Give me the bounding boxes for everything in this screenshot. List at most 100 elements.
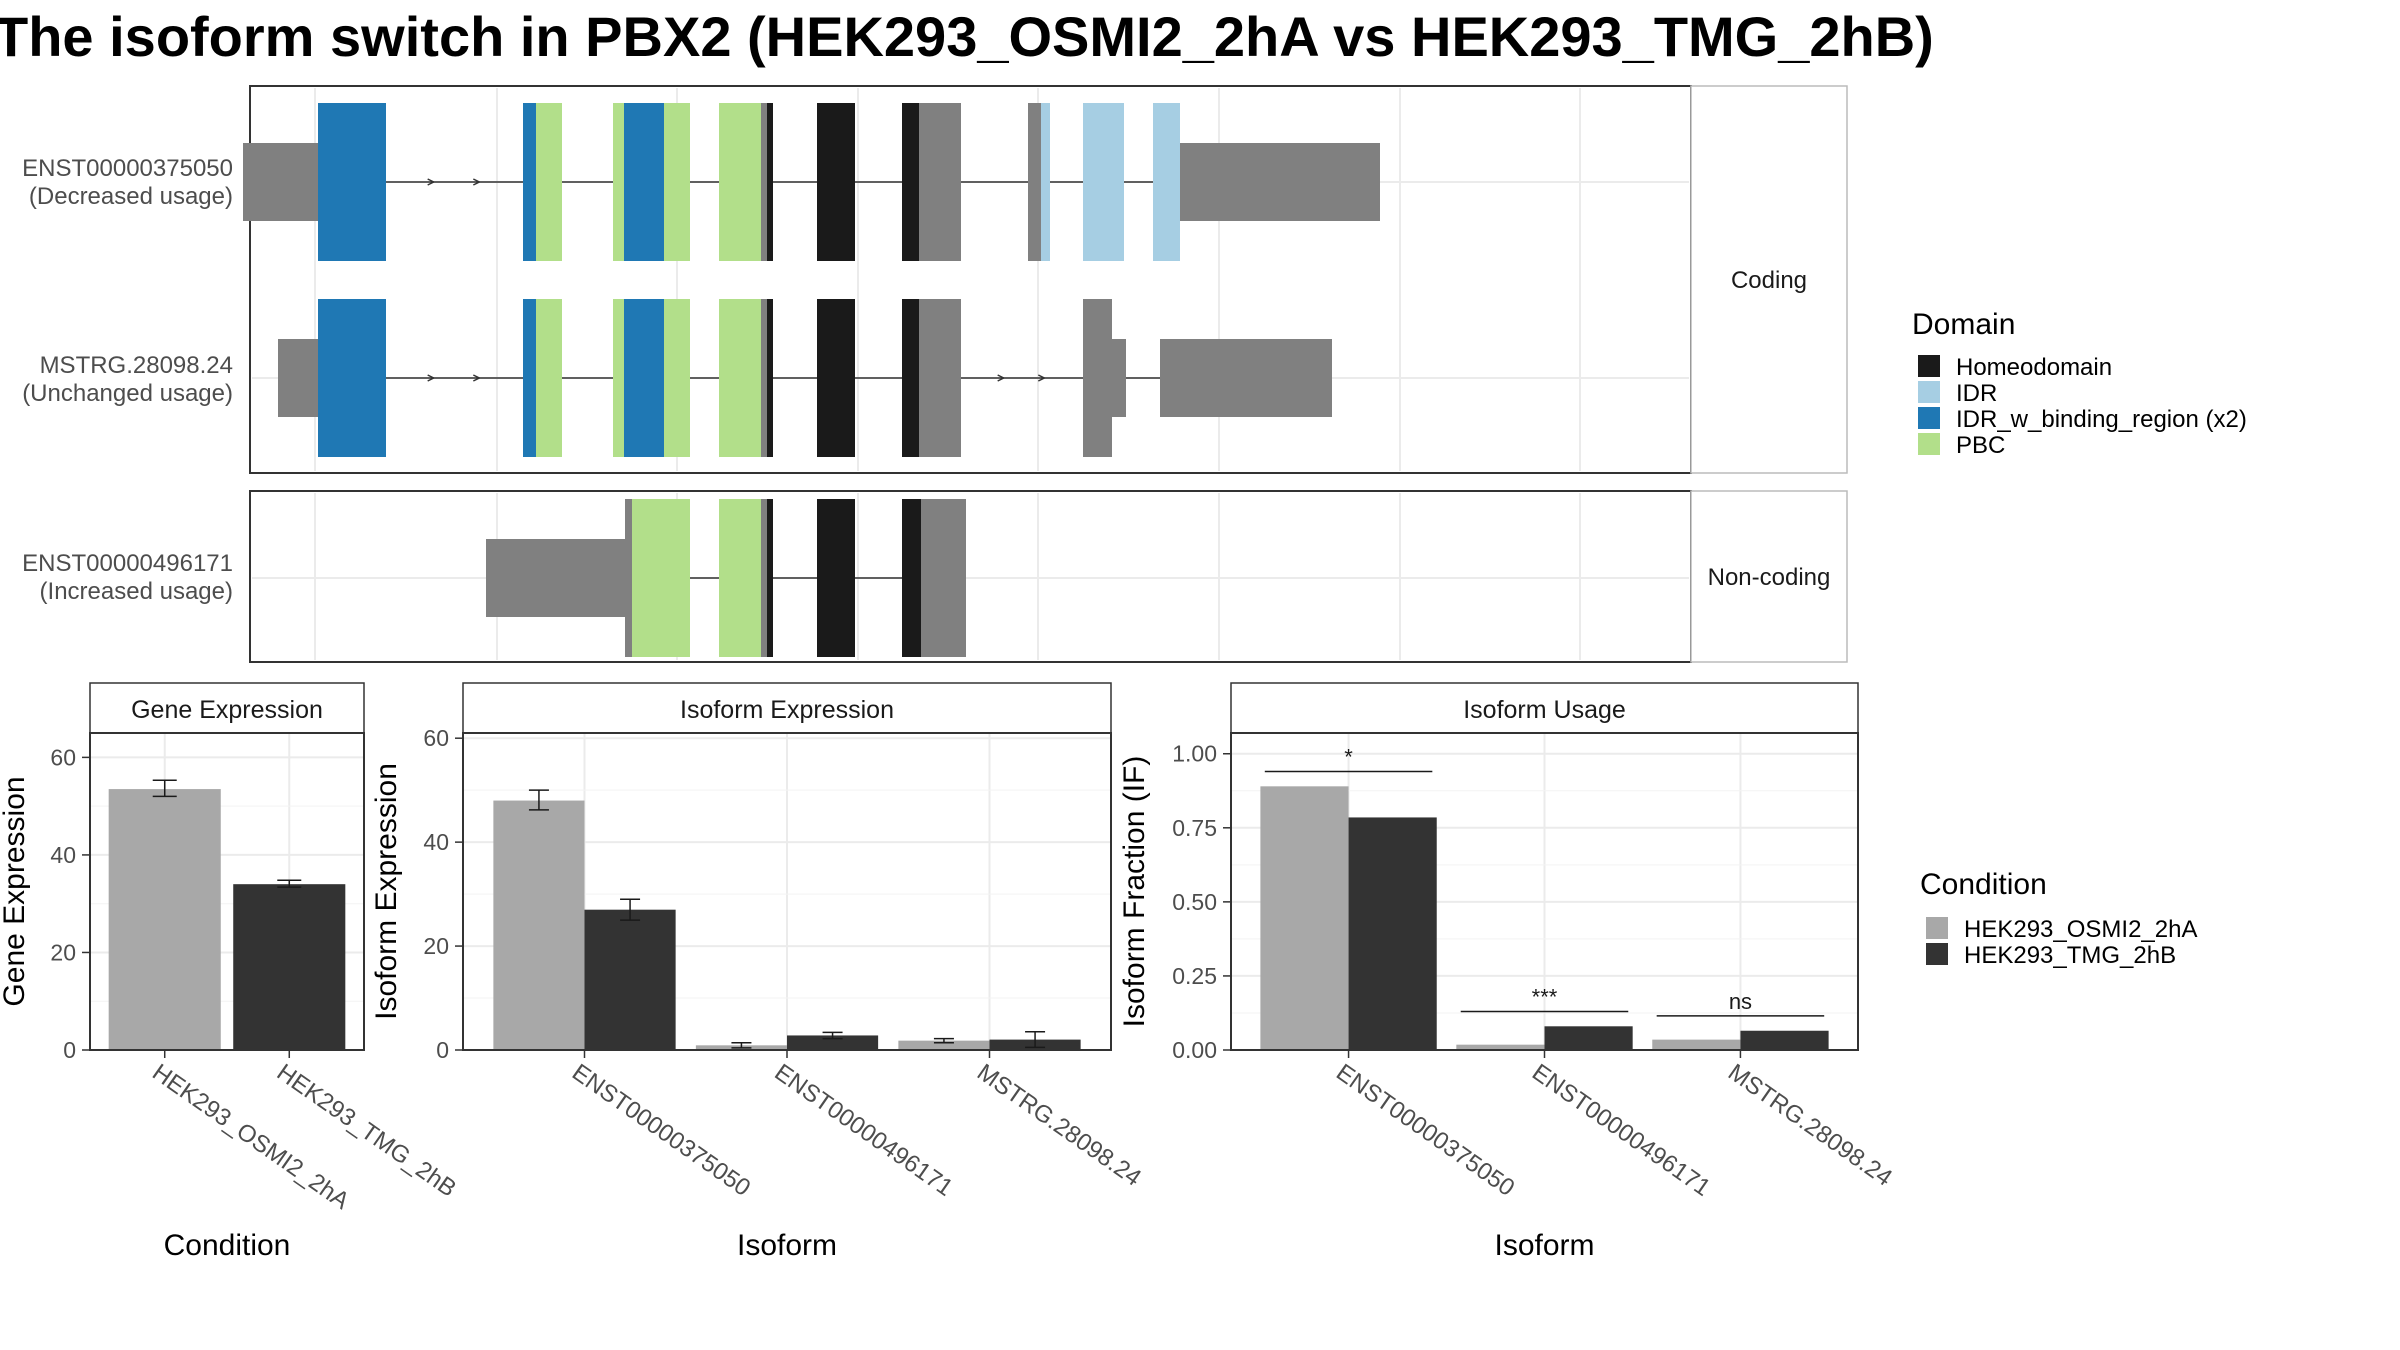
domain-block (613, 103, 624, 261)
intron-arrow (427, 178, 436, 186)
domain-block (719, 103, 761, 261)
bar-chart-panel: Isoform Expression 0 20 40 60 ENST00000375050… (370, 682, 1146, 1262)
domain-block (817, 499, 855, 657)
significance-label: ns (1729, 989, 1752, 1014)
transcript-row (278, 299, 1332, 457)
bar (787, 1035, 879, 1050)
intron-arrow (472, 374, 482, 382)
domain-legend-swatch (1918, 381, 1940, 403)
bar (1348, 817, 1437, 1050)
domain-block (902, 299, 919, 457)
domain-block (664, 299, 690, 457)
y-tick-label: 0.00 (1172, 1037, 1217, 1063)
domain-block (902, 103, 919, 261)
x-tick-label: ENST00000496171 (770, 1059, 958, 1202)
panel-strip (1230, 682, 1859, 734)
domain-block (1041, 103, 1050, 261)
intron-arrow (472, 178, 482, 186)
transcript-label-mstrg: MSTRG.28098.24 (40, 352, 233, 379)
x-tick-label: ENST00000375050 (1331, 1059, 1519, 1202)
transcript-usage-mstrg: (Unchanged usage) (22, 380, 233, 407)
bar (1740, 1030, 1829, 1050)
domain-block (767, 103, 773, 261)
domain-legend: Domain HomeodomainIDRIDR_w_binding_regio… (1912, 308, 2247, 459)
x-axis-title: Condition (164, 1229, 291, 1262)
coding-strip-label: Coding (1731, 267, 1807, 294)
intron-arrow (1037, 374, 1047, 382)
transcript-structure-plot: Coding Non-coding ENST00000375050 (Decre… (22, 85, 1848, 663)
panel-border (89, 732, 365, 1051)
condition-legend-label: HEK293_OSMI2_2hA (1964, 916, 2197, 943)
coding-strip (1690, 85, 1848, 474)
domain-block (624, 103, 664, 261)
x-axis-title: Isoform (1494, 1229, 1594, 1262)
y-tick-label: 20 (423, 933, 449, 959)
x-tick-label: MSTRG.28098.24 (1723, 1059, 1897, 1192)
panel-title: Isoform Expression (680, 696, 894, 724)
noncoding-strip-label: Non-coding (1708, 564, 1831, 591)
cds-block (1083, 299, 1112, 457)
y-axis-title: Isoform Fraction (IF) (1118, 756, 1151, 1028)
x-axis-title: Isoform (737, 1229, 837, 1262)
bar-charts: Gene Expression0204060HEK293_OSMI2_2hAHE… (0, 682, 1897, 1262)
domain-block (767, 499, 773, 657)
transcript-row (486, 499, 966, 657)
domain-block (817, 103, 855, 261)
panel-title: Gene Expression (131, 696, 323, 724)
condition-legend-swatch (1926, 917, 1948, 939)
domain-legend-label: IDR (1956, 380, 1997, 407)
domain-legend-label: Homeodomain (1956, 354, 2112, 381)
bar (1260, 786, 1349, 1050)
utr-block (1160, 339, 1332, 417)
y-tick-label: 20 (50, 939, 76, 965)
utr-block (243, 143, 318, 221)
y-tick-label: 40 (423, 829, 449, 855)
intron-arrow (427, 374, 436, 382)
transcript-label-enst375050: ENST00000375050 (22, 155, 233, 182)
y-axis-title: Isoform Expression (370, 763, 403, 1020)
y-tick-label: 40 (50, 842, 76, 868)
coding-panel-border (249, 85, 1692, 474)
y-tick-label: 0.50 (1172, 889, 1217, 915)
domain-block (632, 499, 690, 657)
bar (233, 884, 346, 1050)
condition-legend-swatch (1926, 943, 1948, 965)
transcript-label-enst496171: ENST00000496171 (22, 550, 233, 577)
domain-block (624, 299, 664, 457)
transcript-usage-enst496171: (Increased usage) (40, 578, 233, 605)
noncoding-panel-border (249, 490, 1692, 663)
bar (584, 909, 676, 1050)
transcript-row (243, 103, 1380, 261)
utr-block (486, 539, 625, 617)
bar (1652, 1039, 1741, 1050)
domain-block (719, 299, 761, 457)
domain-legend-label: PBC (1956, 432, 2005, 459)
domain-block (1083, 103, 1124, 261)
condition-legend-label: HEK293_TMG_2hB (1964, 942, 2176, 969)
domain-block (318, 299, 386, 457)
domain-block (536, 103, 562, 261)
bar-chart-panel: Isoform Usage**** ns0.000.250.500.751.00E… (1118, 682, 1897, 1262)
bar (108, 789, 221, 1050)
domain-legend-swatch (1918, 407, 1940, 429)
domain-block (318, 103, 386, 261)
y-tick-label: 60 (423, 725, 449, 751)
y-tick-label: 0 (63, 1037, 76, 1063)
x-tick-label: ENST00000375050 (567, 1059, 755, 1202)
x-tick-label: HEK293_OSMI2_2hA (147, 1059, 354, 1215)
y-tick-label: 60 (50, 744, 76, 770)
noncoding-strip (1690, 490, 1848, 663)
domain-legend-swatch (1918, 355, 1940, 377)
significance-label: *** (1532, 984, 1558, 1009)
bar (1456, 1044, 1545, 1050)
y-tick-label: 1.00 (1172, 741, 1217, 767)
domain-block (536, 299, 562, 457)
x-tick-label: MSTRG.28098.24 (972, 1059, 1146, 1192)
intron-arrow (997, 374, 1006, 382)
transcript-usage-enst375050: (Decreased usage) (29, 183, 233, 210)
bar (493, 800, 585, 1050)
domain-block (664, 103, 690, 261)
bar (1544, 1026, 1633, 1050)
